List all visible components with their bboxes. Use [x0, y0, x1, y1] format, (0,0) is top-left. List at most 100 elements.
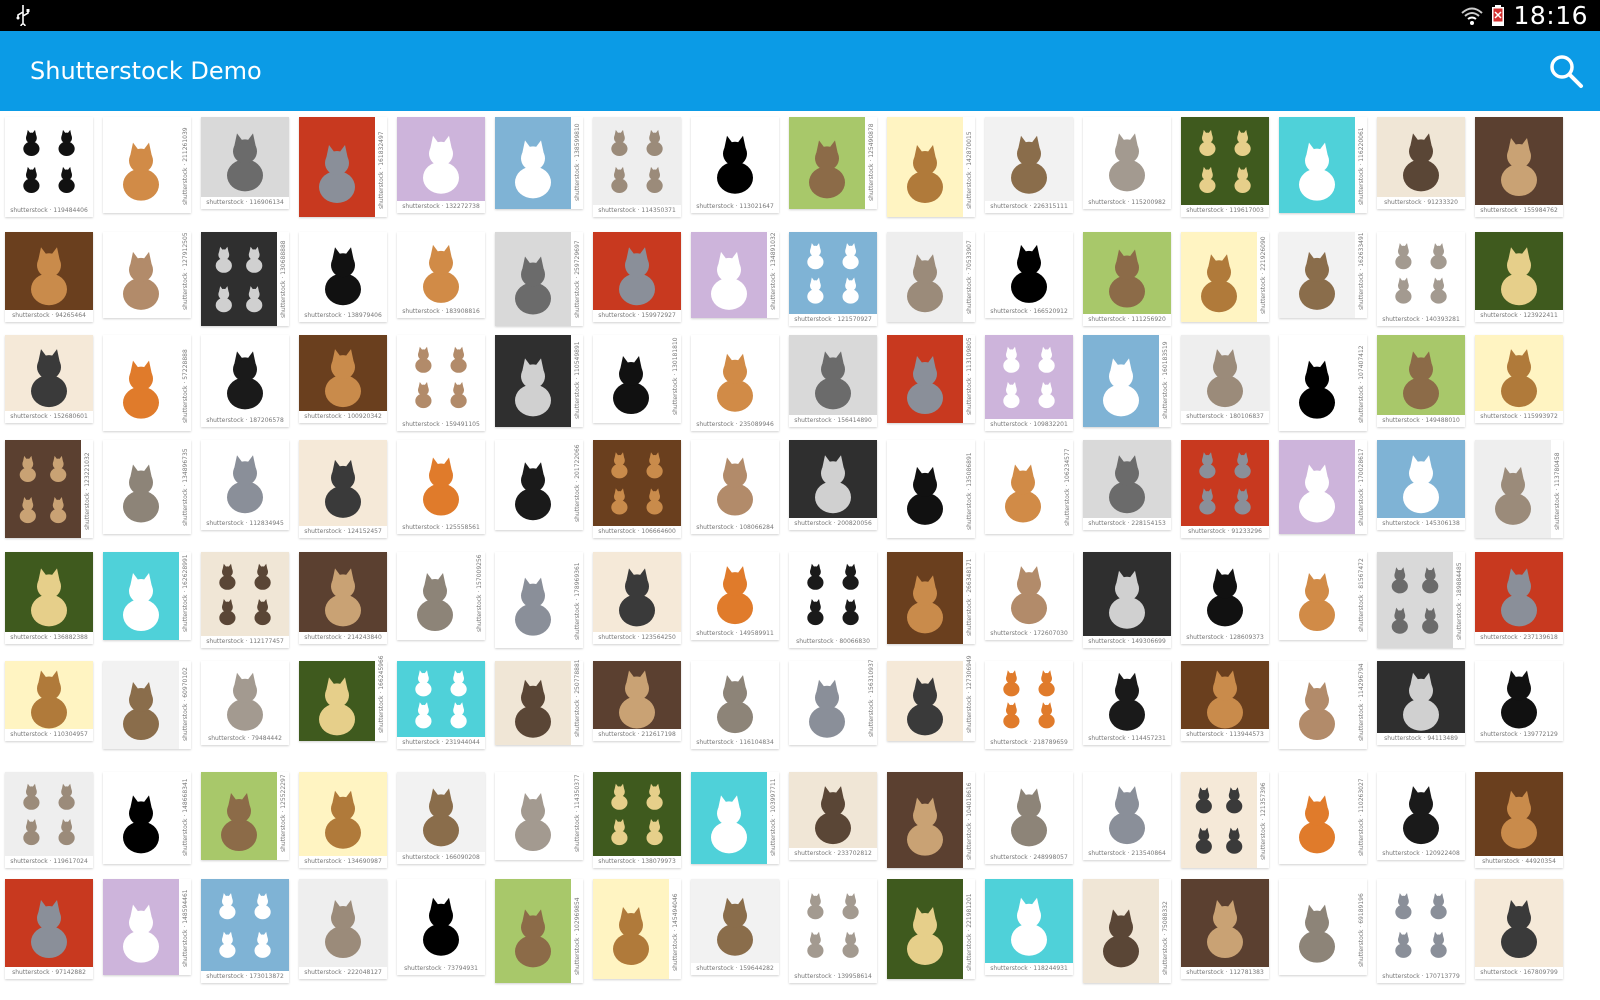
thumbnail-tile[interactable]: shutterstock · 172607030	[985, 552, 1073, 640]
thumbnail-tile[interactable]: shutterstock · 80066830	[789, 552, 877, 648]
image-grid[interactable]: shutterstock · 119484406 shutterstock · 2…	[0, 111, 1600, 1000]
thumbnail-tile[interactable]: shutterstock · 237139618	[1475, 552, 1563, 644]
thumbnail-tile[interactable]: shutterstock · 113021647	[691, 117, 779, 213]
thumbnail-tile[interactable]: shutterstock · 127912505	[103, 232, 191, 318]
thumbnail-tile[interactable]: shutterstock · 259729697	[495, 232, 583, 326]
thumbnail-tile[interactable]: shutterstock · 170713779	[1377, 879, 1465, 983]
thumbnail-tile[interactable]: shutterstock · 119617003	[1181, 117, 1269, 217]
thumbnail-tile[interactable]: shutterstock · 160183519	[1083, 335, 1171, 427]
thumbnail-tile[interactable]: shutterstock · 149306699	[1083, 552, 1171, 648]
thumbnail-tile[interactable]: shutterstock · 81567472	[1279, 552, 1367, 640]
thumbnail-tile[interactable]: shutterstock · 218789659	[985, 661, 1073, 749]
thumbnail-tile[interactable]: shutterstock · 134690987	[299, 772, 387, 868]
thumbnail-tile[interactable]: shutterstock · 114296794	[1279, 661, 1367, 749]
thumbnail-tile[interactable]: shutterstock · 170028617	[1279, 440, 1367, 534]
thumbnail-tile[interactable]: shutterstock · 102969854	[495, 879, 583, 983]
thumbnail-tile[interactable]: shutterstock · 127306949	[887, 655, 975, 741]
thumbnail-tile[interactable]: shutterstock · 139958614	[789, 879, 877, 983]
thumbnail-tile[interactable]: shutterstock · 157009256	[397, 552, 485, 640]
thumbnail-tile[interactable]: shutterstock · 233702812	[789, 772, 877, 860]
thumbnail-tile[interactable]: shutterstock · 110549891	[495, 335, 583, 427]
thumbnail-tile[interactable]: shutterstock · 116906134	[201, 117, 289, 209]
thumbnail-tile[interactable]: shutterstock · 180106837	[1181, 335, 1269, 423]
thumbnail-tile[interactable]: shutterstock · 112834945	[201, 440, 289, 530]
thumbnail-tile[interactable]: shutterstock · 91233320	[1377, 117, 1465, 209]
thumbnail-tile[interactable]: shutterstock · 134891032	[691, 232, 779, 318]
thumbnail-tile[interactable]: shutterstock · 73794931	[397, 879, 485, 975]
thumbnail-tile[interactable]: shutterstock · 187206578	[201, 335, 289, 427]
thumbnail-tile[interactable]: shutterstock · 152680601	[5, 335, 93, 423]
thumbnail-tile[interactable]: shutterstock · 221926090	[1181, 232, 1269, 322]
thumbnail-tile[interactable]: shutterstock · 135086891	[887, 440, 975, 538]
thumbnail-tile[interactable]: shutterstock · 114350371	[593, 117, 681, 217]
thumbnail-tile[interactable]: shutterstock · 125558561	[397, 440, 485, 534]
thumbnail-tile[interactable]: shutterstock · 75088332	[1083, 879, 1171, 983]
thumbnail-tile[interactable]: shutterstock · 145306138	[1377, 440, 1465, 530]
thumbnail-tile[interactable]: shutterstock · 178969361	[495, 552, 583, 648]
thumbnail-tile[interactable]: shutterstock · 69189196	[1279, 879, 1367, 975]
thumbnail-tile[interactable]: shutterstock · 94265464	[5, 232, 93, 322]
thumbnail-tile[interactable]: shutterstock · 123564250	[593, 552, 681, 644]
thumbnail-tile[interactable]: shutterstock · 138979406	[299, 232, 387, 322]
thumbnail-tile[interactable]: shutterstock · 136882388	[5, 552, 93, 644]
thumbnail-tile[interactable]: shutterstock · 134896735	[103, 440, 191, 534]
thumbnail-tile[interactable]: shutterstock · 166520912	[985, 232, 1073, 318]
thumbnail-tile[interactable]: shutterstock · 107407412	[1279, 335, 1367, 431]
thumbnail-tile[interactable]: shutterstock · 123922411	[1475, 232, 1563, 322]
thumbnail-tile[interactable]: shutterstock · 123221032	[5, 440, 93, 538]
thumbnail-tile[interactable]: shutterstock · 156310937	[789, 659, 877, 745]
thumbnail-tile[interactable]: shutterstock · 130688888	[201, 232, 289, 326]
thumbnail-tile[interactable]: shutterstock · 222048127	[299, 879, 387, 979]
thumbnail-tile[interactable]: shutterstock · 116104834	[691, 661, 779, 749]
thumbnail-tile[interactable]: shutterstock · 128609373	[1181, 552, 1269, 644]
thumbnail-tile[interactable]: shutterstock · 104018616	[887, 772, 975, 868]
search-icon[interactable]	[1548, 53, 1584, 89]
thumbnail-tile[interactable]: shutterstock · 142870015	[887, 117, 975, 217]
thumbnail-tile[interactable]: shutterstock · 156414890	[789, 335, 877, 427]
thumbnail-tile[interactable]: shutterstock · 250778881	[495, 659, 583, 745]
thumbnail-tile[interactable]: shutterstock · 149488010	[1377, 335, 1465, 427]
thumbnail-tile[interactable]: shutterstock · 113944573	[1181, 661, 1269, 741]
thumbnail-tile[interactable]: shutterstock · 130181810	[593, 335, 681, 423]
thumbnail-tile[interactable]: shutterstock · 115200982	[1083, 117, 1171, 209]
thumbnail-tile[interactable]: shutterstock · 173013872	[201, 879, 289, 983]
thumbnail-tile[interactable]: shutterstock · 70533907	[887, 232, 975, 322]
thumbnail-tile[interactable]: shutterstock · 116220061	[1279, 117, 1367, 213]
thumbnail-tile[interactable]: shutterstock · 248998057	[985, 772, 1073, 864]
thumbnail-tile[interactable]: shutterstock · 201722066	[495, 440, 583, 530]
thumbnail-tile[interactable]: shutterstock · 148668341	[103, 772, 191, 864]
thumbnail-tile[interactable]: shutterstock · 145494046	[593, 879, 681, 979]
thumbnail-tile[interactable]: shutterstock · 114350377	[495, 772, 583, 860]
thumbnail-tile[interactable]: shutterstock · 106664600	[593, 440, 681, 538]
thumbnail-tile[interactable]: shutterstock · 120922408	[1377, 772, 1465, 860]
thumbnail-tile[interactable]: shutterstock · 183908816	[397, 232, 485, 318]
thumbnail-tile[interactable]: shutterstock · 189884485	[1377, 552, 1465, 648]
thumbnail-tile[interactable]: shutterstock · 138079973	[593, 772, 681, 868]
thumbnail-tile[interactable]: shutterstock · 167809799	[1475, 879, 1563, 979]
thumbnail-tile[interactable]: shutterstock · 110304957	[5, 661, 93, 741]
thumbnail-tile[interactable]: shutterstock · 108066284	[691, 440, 779, 534]
thumbnail-tile[interactable]: shutterstock · 121570927	[789, 232, 877, 326]
thumbnail-tile[interactable]: shutterstock · 94113489	[1377, 661, 1465, 745]
thumbnail-tile[interactable]: shutterstock · 161832497	[299, 117, 387, 217]
thumbnail-tile[interactable]: shutterstock · 112781383	[1181, 879, 1269, 979]
thumbnail-tile[interactable]: shutterstock · 226315111	[985, 117, 1073, 213]
thumbnail-tile[interactable]: shutterstock · 166245966	[299, 655, 387, 741]
thumbnail-tile[interactable]: shutterstock · 166090208	[397, 772, 485, 864]
thumbnail-tile[interactable]: shutterstock · 100920342	[299, 335, 387, 423]
thumbnail-tile[interactable]: shutterstock · 159644282	[691, 879, 779, 975]
thumbnail-tile[interactable]: shutterstock · 162633491	[1279, 232, 1367, 318]
thumbnail-tile[interactable]: shutterstock · 114457231	[1083, 661, 1171, 745]
thumbnail-tile[interactable]: shutterstock · 159491105	[397, 335, 485, 431]
thumbnail-tile[interactable]: shutterstock · 106234577	[985, 440, 1073, 534]
thumbnail-tile[interactable]: shutterstock · 159972927	[593, 232, 681, 322]
thumbnail-tile[interactable]: shutterstock · 266348171	[887, 552, 975, 644]
thumbnail-tile[interactable]: shutterstock · 109832201	[985, 335, 1073, 431]
thumbnail-tile[interactable]: shutterstock · 125522297	[201, 772, 289, 860]
thumbnail-tile[interactable]: shutterstock · 115993972	[1475, 335, 1563, 423]
thumbnail-tile[interactable]: shutterstock · 60970102	[103, 661, 191, 749]
thumbnail-tile[interactable]: shutterstock · 112177457	[201, 552, 289, 648]
thumbnail-tile[interactable]: shutterstock · 119484406	[5, 117, 93, 217]
thumbnail-tile[interactable]: shutterstock · 235089946	[691, 335, 779, 431]
thumbnail-tile[interactable]: shutterstock · 44920354	[1475, 772, 1563, 868]
